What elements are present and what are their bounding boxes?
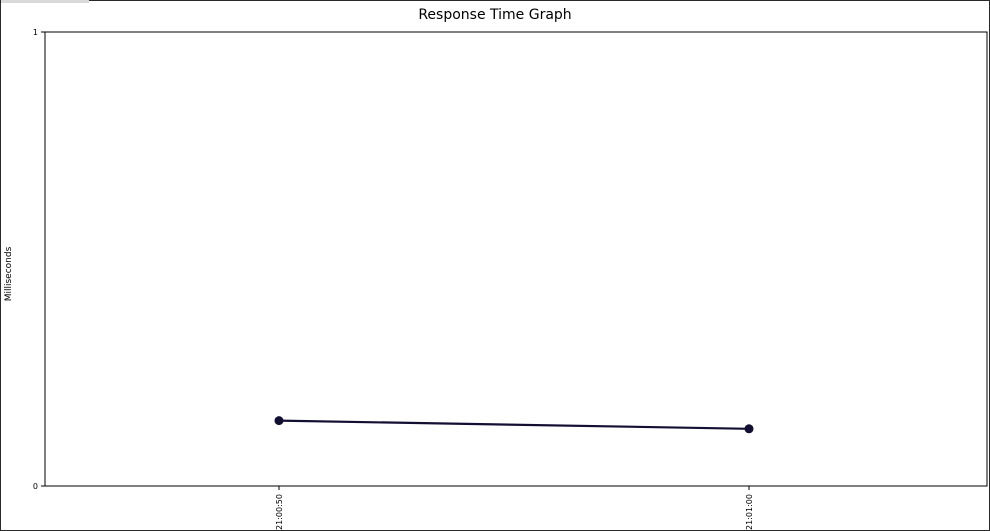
x-tick-label: 21:00:50	[275, 494, 284, 530]
window-tab-strip	[1, 0, 89, 3]
data-point	[744, 424, 754, 434]
plot-area	[44, 31, 988, 487]
series-line	[278, 419, 750, 430]
x-tick-label: 21:01:00	[745, 494, 754, 530]
y-tick-label: 0	[33, 482, 38, 491]
y-tick-label: 1	[33, 28, 38, 37]
data-point	[274, 416, 284, 426]
chart-title: Response Time Graph	[418, 7, 572, 23]
